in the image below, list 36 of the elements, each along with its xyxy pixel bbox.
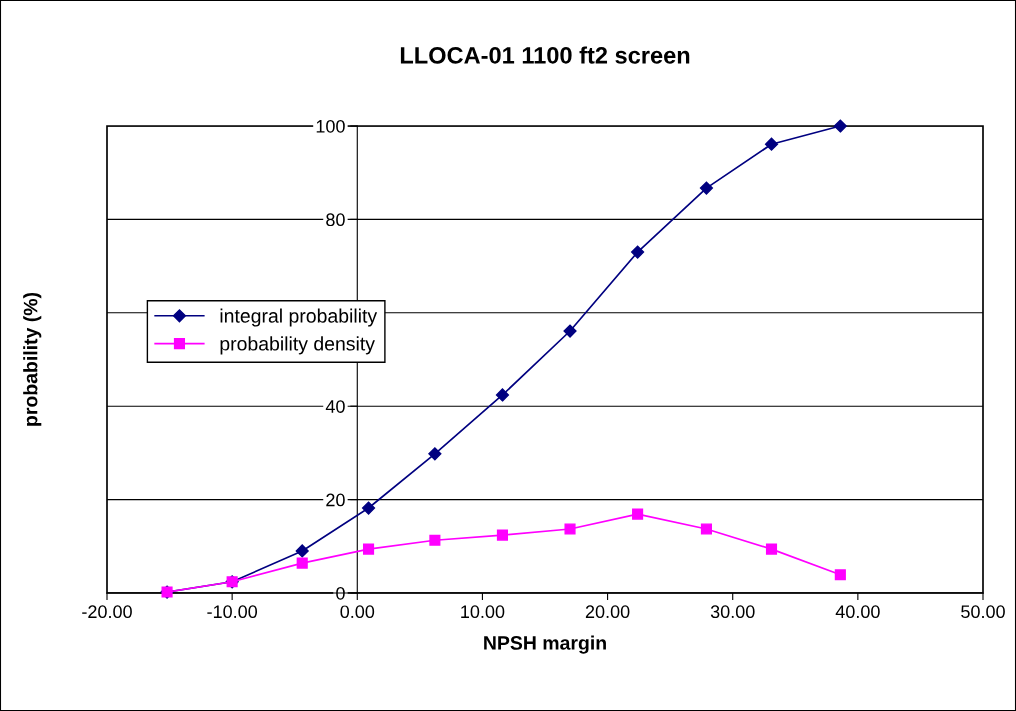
x-tick-label: 30.00	[710, 605, 755, 619]
point	[834, 569, 846, 581]
point	[699, 181, 714, 195]
point	[563, 324, 577, 338]
legend-label: integral probability	[220, 308, 378, 327]
x-tick-label: -20.00	[82, 605, 132, 619]
y-axis-title: probability (%)	[23, 292, 42, 426]
x-tick-label: 0.00	[340, 605, 375, 619]
legend-label: probability density	[220, 336, 375, 355]
x-tick-label: 10.00	[461, 605, 505, 619]
point	[700, 523, 712, 535]
point	[833, 119, 847, 133]
point	[428, 447, 442, 461]
chart-title: LLOCA-01 1100 ft2 screen	[400, 46, 690, 64]
y-tick-label: 80	[326, 213, 345, 227]
point	[764, 137, 779, 151]
point	[361, 501, 376, 515]
y-tick-label: 40	[325, 400, 345, 413]
x-tick-label: 40.00	[835, 605, 880, 619]
point	[296, 557, 308, 569]
point	[495, 388, 510, 402]
point	[496, 529, 509, 541]
x-tick-label: 20.00	[585, 605, 630, 619]
point	[632, 508, 644, 520]
y-tick-label: 20	[326, 493, 345, 507]
point	[631, 245, 645, 259]
point	[362, 543, 375, 555]
x-tick-label: -10.00	[207, 605, 258, 619]
point	[765, 543, 778, 555]
point	[564, 523, 576, 535]
point	[429, 534, 441, 546]
y-tick-label: 0	[336, 586, 345, 600]
point	[295, 544, 309, 558]
x-axis-title: NPSH margin	[484, 635, 606, 654]
y-tick-label: 100	[316, 119, 345, 133]
x-tick-label: 50.00	[961, 605, 1005, 619]
